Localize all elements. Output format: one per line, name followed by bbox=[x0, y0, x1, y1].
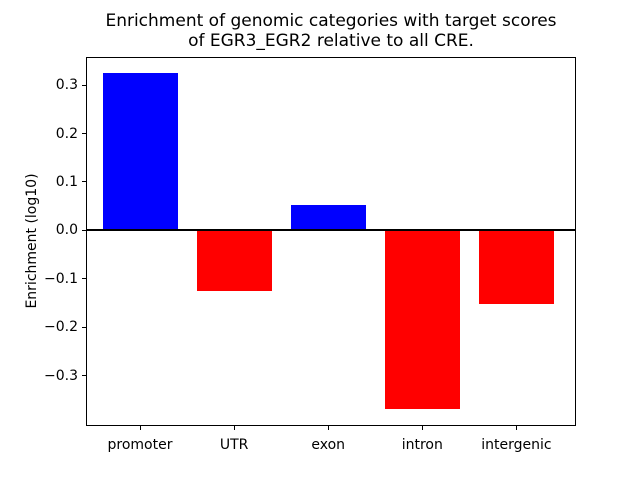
y-tick-label: 0.2 bbox=[55, 125, 78, 142]
bar-exon bbox=[290, 205, 366, 231]
y-tick-mark bbox=[82, 278, 86, 280]
x-tick-label-promoter: promoter bbox=[107, 437, 173, 453]
y-tick-label: −0.3 bbox=[44, 367, 78, 384]
bar-intron bbox=[384, 230, 460, 409]
y-axis-label: Enrichment (log10) bbox=[24, 173, 40, 309]
y-tick-mark bbox=[82, 133, 86, 134]
y-tick-mark bbox=[82, 375, 86, 377]
x-tick-label-intergenic: intergenic bbox=[481, 437, 552, 453]
chart-title: Enrichment of genomic categories with ta… bbox=[105, 11, 557, 51]
x-tick-mark bbox=[515, 426, 517, 430]
bar-UTR bbox=[196, 230, 272, 291]
bar-intergenic bbox=[478, 230, 554, 304]
x-tick-mark bbox=[139, 426, 141, 430]
y-tick-mark bbox=[82, 229, 86, 231]
y-tick-label: 0.3 bbox=[55, 77, 78, 94]
y-tick-mark bbox=[82, 326, 86, 328]
x-tick-mark bbox=[421, 426, 423, 430]
plot-area-border bbox=[86, 57, 576, 426]
x-tick-label-exon: exon bbox=[311, 437, 346, 453]
y-tick-mark bbox=[82, 181, 86, 183]
y-tick-label: −0.1 bbox=[44, 270, 78, 287]
x-tick-mark bbox=[327, 426, 329, 430]
y-tick-mark bbox=[82, 84, 86, 86]
y-tick-label: 0.0 bbox=[55, 222, 78, 239]
x-tick-label-intron: intron bbox=[401, 437, 443, 453]
zero-line bbox=[86, 229, 576, 232]
y-tick-label: 0.1 bbox=[55, 173, 78, 190]
x-tick-label-UTR: UTR bbox=[219, 437, 249, 453]
y-tick-label: −0.2 bbox=[44, 319, 78, 336]
bar-promoter bbox=[102, 72, 178, 231]
x-tick-mark bbox=[233, 426, 235, 430]
